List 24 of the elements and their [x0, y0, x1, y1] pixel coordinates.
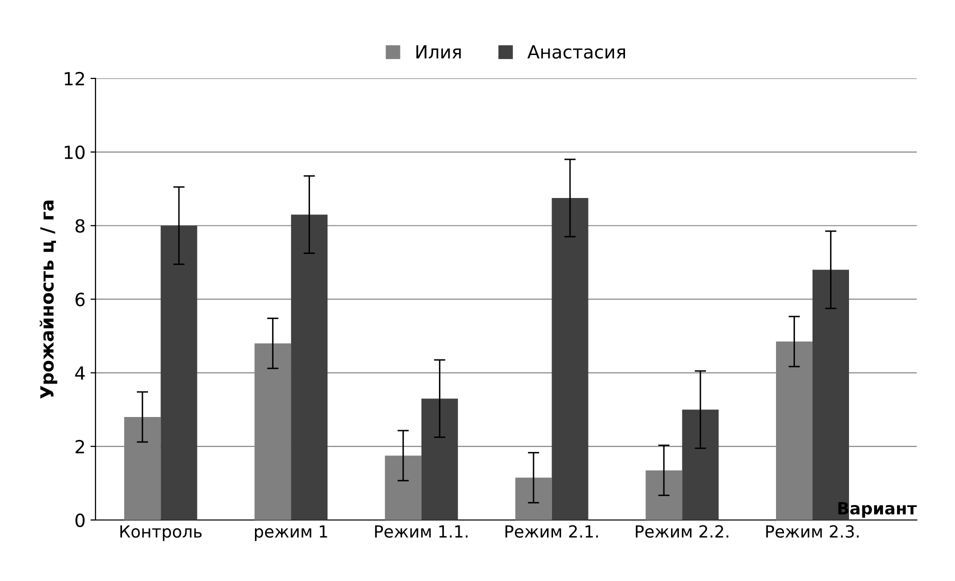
y-tick-label: 4	[75, 366, 85, 380]
bar	[384, 456, 422, 520]
x-tick-label: Режим 1.1.	[375, 525, 468, 538]
legend-label: Илия	[416, 45, 461, 58]
bar	[291, 214, 328, 520]
x-tick-label: Режим 2.3.	[766, 525, 859, 538]
bar	[515, 478, 552, 520]
y-tick-label: 0	[75, 513, 85, 528]
y-tick-label: 2	[76, 440, 84, 454]
x-tick-label: Контроль	[120, 525, 202, 541]
bar	[160, 226, 198, 520]
bar	[646, 470, 682, 520]
y-axis-title: Урожайность ц / га	[40, 200, 58, 399]
bar	[421, 398, 458, 520]
x-tick-label: Режим 2.1.	[506, 525, 598, 538]
x-tick-label: режим 1	[254, 525, 328, 541]
y-tick-label: 10	[64, 145, 85, 160]
y-tick-label: 8	[76, 219, 85, 233]
y-tick-label: 12	[64, 72, 84, 86]
bar	[552, 198, 588, 520]
bar	[682, 410, 719, 520]
x-tick-label: Режим 2.2.	[636, 525, 728, 538]
legend-label: Анастасия	[527, 45, 626, 59]
y-tick-label: 6	[76, 292, 85, 306]
